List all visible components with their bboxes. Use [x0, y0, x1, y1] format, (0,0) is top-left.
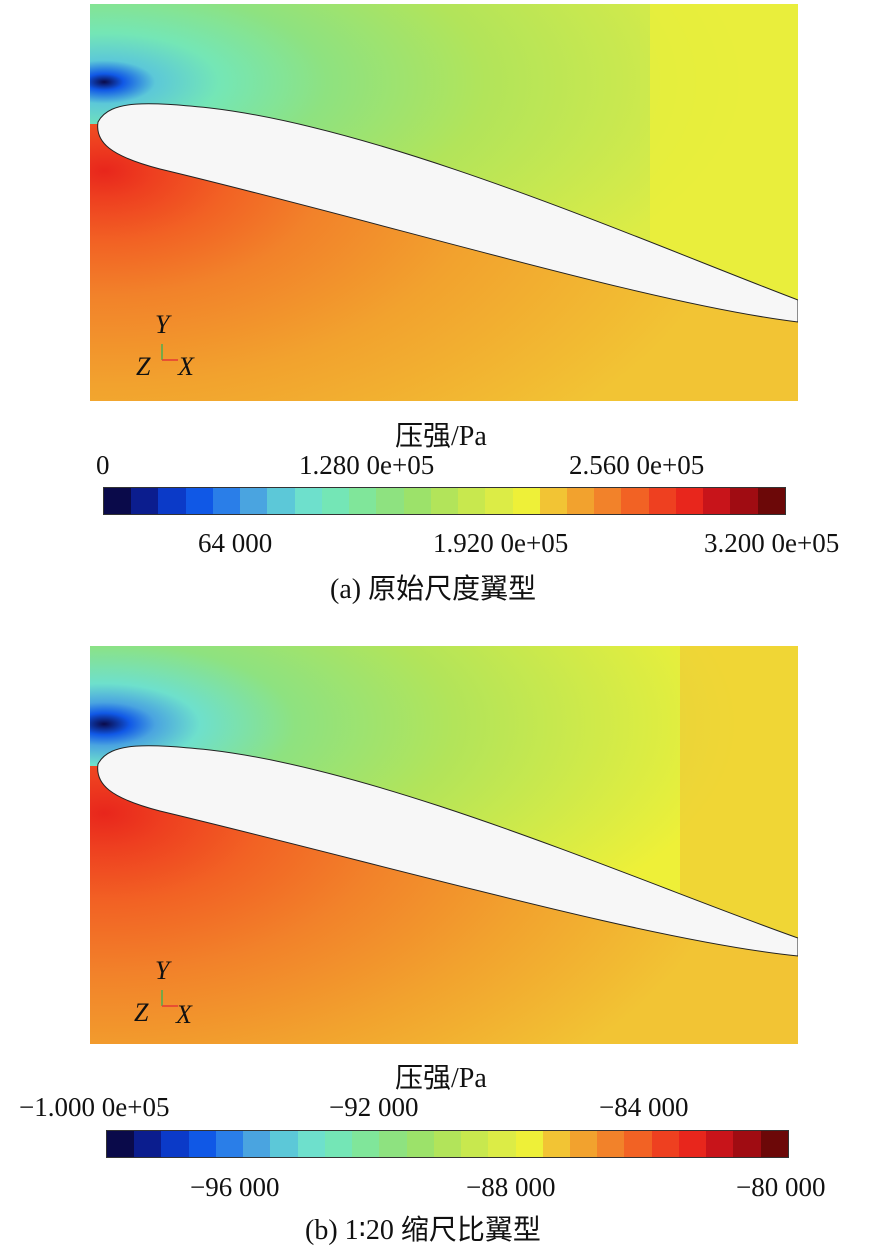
- colorbar-swatch: [297, 1131, 325, 1157]
- axis-x-label: X: [176, 1000, 192, 1029]
- colorbar: [106, 1130, 789, 1158]
- colorbar-swatch: [730, 488, 758, 514]
- axis-triad-a: [161, 344, 178, 361]
- axis-z-label: Z: [136, 352, 151, 381]
- colorbar-swatch: [515, 1131, 543, 1157]
- colorbar-swatch: [760, 1131, 788, 1157]
- colorbar-swatch: [131, 488, 159, 514]
- colorbar-swatch: [430, 488, 459, 514]
- colorbar-swatch: [648, 488, 676, 514]
- airfoil-shape-b: [97, 745, 798, 957]
- colorbar-title: 压强/Pa: [395, 421, 487, 452]
- colorbar-tick-label: −80 000: [736, 1172, 826, 1202]
- colorbar-swatch: [352, 1131, 380, 1157]
- colorbar-swatch: [376, 488, 404, 514]
- colorbar-swatch: [294, 488, 322, 514]
- colorbar-swatch: [349, 488, 377, 514]
- colorbar-swatch: [512, 488, 540, 514]
- colorbar-swatch: [215, 1131, 244, 1157]
- colorbar-swatch: [566, 488, 595, 514]
- pressure-contour-plot-b: Y Z X: [90, 646, 798, 1044]
- colorbar-swatch: [188, 1131, 216, 1157]
- colorbar-swatch: [433, 1131, 462, 1157]
- colorbar: [103, 487, 786, 515]
- axis-z-label: Z: [134, 998, 149, 1027]
- axis-x-label: X: [178, 352, 194, 381]
- colorbar-swatch: [461, 1131, 489, 1157]
- pressure-contour-plot-a: Y Z X: [90, 4, 798, 401]
- colorbar-swatch: [485, 488, 513, 514]
- colorbar-swatch: [594, 488, 622, 514]
- colorbar-title: 压强/Pa: [395, 1063, 487, 1094]
- colorbar-swatch: [757, 488, 785, 514]
- colorbar-tick-label: 1.280 0e+05: [299, 450, 435, 480]
- colorbar-tick-label: 64 000: [198, 528, 273, 558]
- colorbar-swatch: [379, 1131, 407, 1157]
- colorbar-swatch: [406, 1131, 434, 1157]
- colorbar-swatch: [161, 1131, 189, 1157]
- contour-field-b: [90, 646, 798, 1044]
- colorbar-swatch: [624, 1131, 652, 1157]
- axis-y-label: Y: [155, 310, 170, 339]
- colorbar-swatch: [678, 1131, 707, 1157]
- colorbar-swatch: [212, 488, 241, 514]
- colorbar-swatch: [675, 488, 704, 514]
- colorbar-tick-label: −92 000: [329, 1092, 419, 1122]
- colorbar-tick-label: 1.920 0e+05: [433, 528, 569, 558]
- colorbar-swatch: [403, 488, 431, 514]
- colorbar-swatch: [733, 1131, 761, 1157]
- contour-field-a: [90, 4, 798, 401]
- colorbar-swatch: [569, 1131, 598, 1157]
- panel-a: Y Z X 压强/Pa 0 1.280 0e+05 2.560 0e+05 64…: [0, 0, 886, 620]
- panel-b: Y Z X 压强/Pa −1.000 0e+05 −92 000 −84 000…: [0, 640, 886, 1250]
- colorbar-swatch: [542, 1131, 570, 1157]
- figure-caption: (a) 原始尺度翼型: [330, 574, 537, 605]
- colorbar-swatch: [651, 1131, 679, 1157]
- colorbar-tick-label: −96 000: [190, 1172, 280, 1202]
- colorbar-swatch: [270, 1131, 298, 1157]
- colorbar-tick-label: 3.200 0e+05: [704, 528, 840, 558]
- colorbar-swatch: [706, 1131, 734, 1157]
- colorbar-swatch: [158, 488, 186, 514]
- colorbar-swatch: [321, 488, 350, 514]
- figure-caption: (b) 1∶20 缩尺比翼型: [305, 1215, 541, 1246]
- axis-triad-b: [161, 990, 178, 1007]
- colorbar-swatch: [107, 1131, 135, 1157]
- colorbar-tick-label: −1.000 0e+05: [19, 1092, 170, 1122]
- colorbar-swatch: [703, 488, 731, 514]
- colorbar-swatch: [597, 1131, 625, 1157]
- colorbar-swatch: [243, 1131, 271, 1157]
- colorbar-swatch: [488, 1131, 516, 1157]
- colorbar-tick-label: −88 000: [466, 1172, 556, 1202]
- colorbar-swatch: [621, 488, 649, 514]
- airfoil-shape-a: [97, 103, 798, 323]
- colorbar-swatch: [539, 488, 567, 514]
- colorbar-tick-label: 0: [96, 450, 110, 480]
- colorbar-swatch: [458, 488, 486, 514]
- colorbar-swatch: [240, 488, 268, 514]
- axis-y-label: Y: [155, 956, 170, 985]
- colorbar-tick-label: −84 000: [599, 1092, 689, 1122]
- colorbar-swatch: [134, 1131, 162, 1157]
- colorbar-swatch: [104, 488, 132, 514]
- colorbar-swatch: [267, 488, 295, 514]
- colorbar-swatch: [185, 488, 213, 514]
- colorbar-tick-label: 2.560 0e+05: [569, 450, 705, 480]
- colorbar-swatch: [324, 1131, 353, 1157]
